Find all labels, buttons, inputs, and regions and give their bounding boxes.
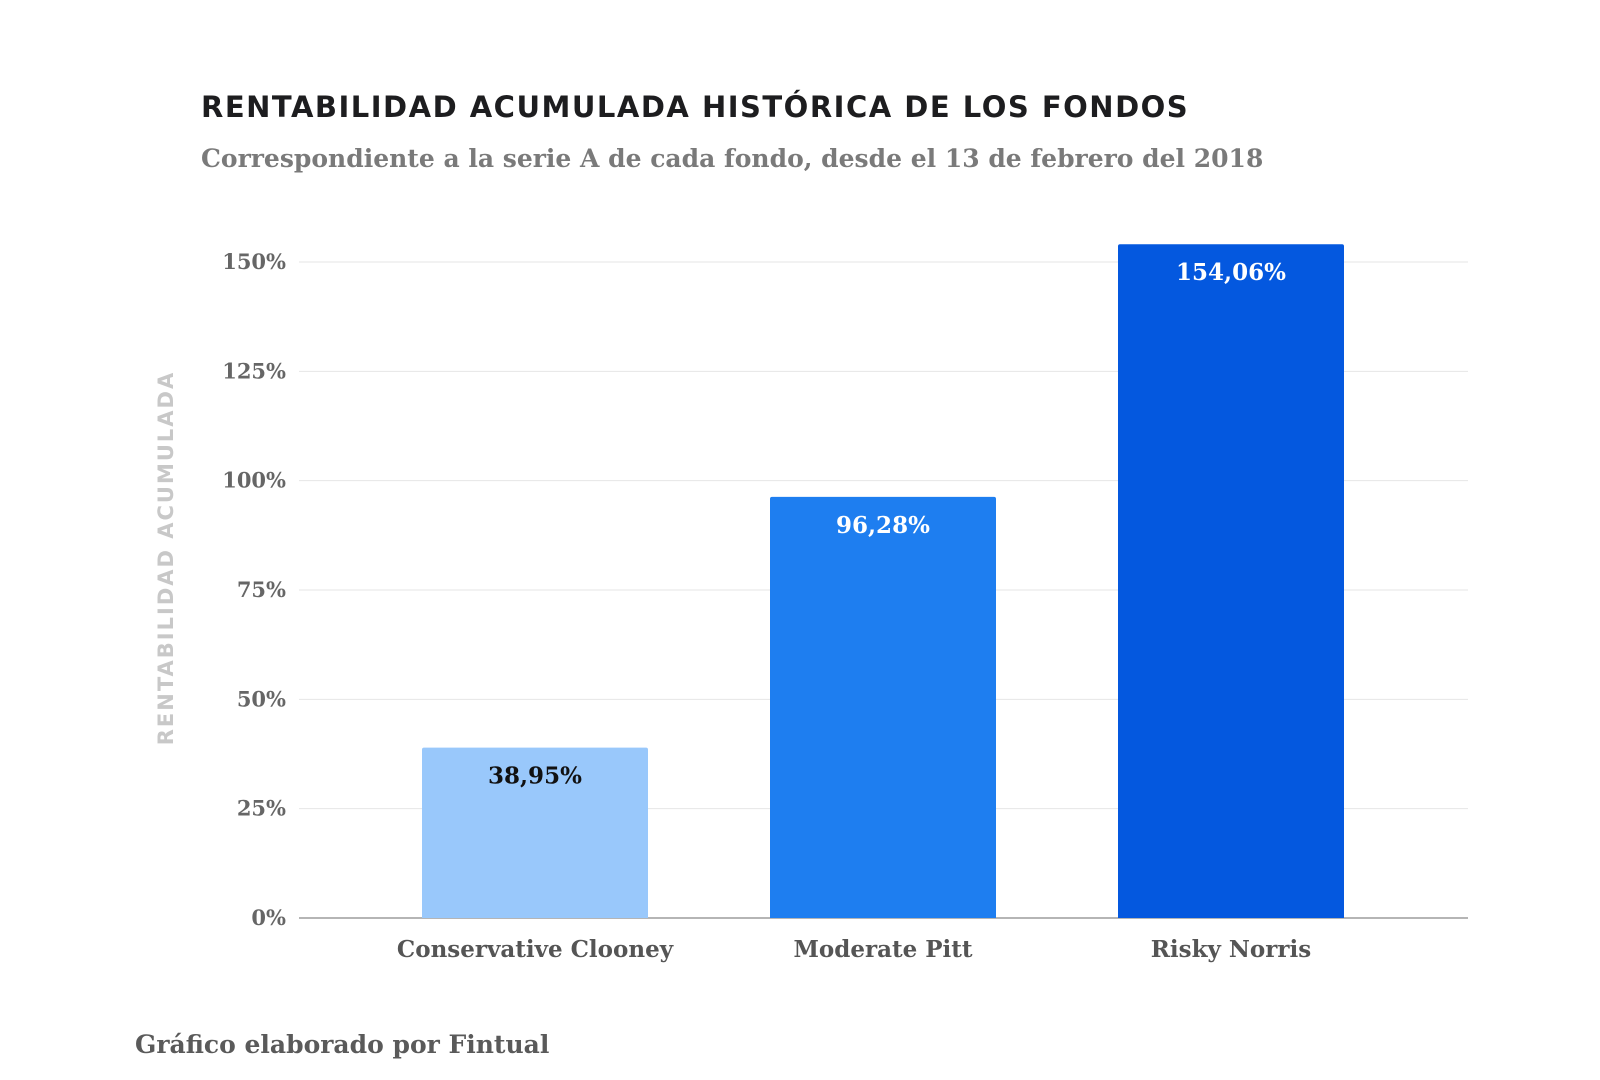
y-tick-label: 75% (237, 577, 286, 602)
y-tick-label: 125% (222, 358, 286, 383)
bars: 38,95% 96,28% 154,06% (422, 244, 1344, 918)
bar-value-label: 154,06% (1176, 259, 1286, 286)
y-axis-ticks: 0% 25% 50% 75% 100% 125% 150% (222, 249, 286, 930)
y-tick-label: 25% (237, 796, 286, 821)
x-category-label: Risky Norris (1151, 936, 1311, 963)
bar-2 (1118, 244, 1344, 918)
y-tick-label: 50% (237, 686, 286, 711)
x-category-label: Conservative Clooney (397, 936, 674, 963)
y-tick-label: 150% (222, 249, 286, 274)
bar-1 (770, 496, 996, 918)
footer-credit: Gráfico elaborado por Fintual (135, 1030, 550, 1059)
x-axis-categories: Conservative Clooney Moderate Pitt Risky N… (397, 936, 1311, 963)
x-category-label: Moderate Pitt (793, 936, 972, 963)
bar-value-label: 38,95% (488, 763, 582, 790)
y-tick-label: 0% (251, 905, 286, 930)
y-tick-label: 100% (222, 468, 286, 493)
bar-0 (422, 747, 648, 918)
chart-title: RENTABILIDAD ACUMULADA HISTÓRICA DE LOS … (201, 90, 1190, 124)
chart-subtitle: Correspondiente a la serie A de cada fon… (201, 144, 1264, 173)
y-axis-title: RENTABILIDAD ACUMULADA (154, 371, 178, 745)
bar-value-label: 96,28% (836, 512, 930, 539)
